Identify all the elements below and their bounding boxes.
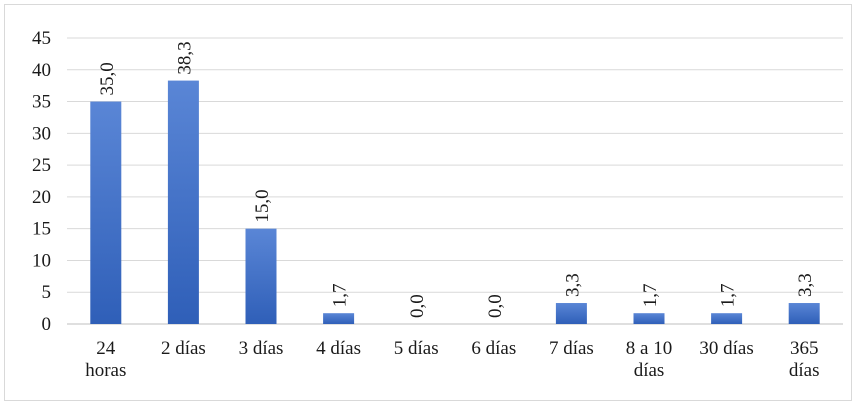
y-tick-label: 30 xyxy=(32,123,51,144)
bar xyxy=(167,80,199,325)
y-tick-label: 15 xyxy=(32,219,51,240)
data-label: 1,7 xyxy=(718,283,739,307)
y-tick-label: 40 xyxy=(32,60,51,81)
bar xyxy=(633,313,665,324)
data-label: 35,0 xyxy=(97,62,118,95)
chart-frame: 0 5 10 15 20 25 30 35 40 45 35,0 24 horas 38,3 2 días 1… xyxy=(4,4,852,401)
data-label: 0,0 xyxy=(407,294,428,318)
data-label: 1,7 xyxy=(640,283,661,307)
x-category-label: 4 días xyxy=(316,338,361,359)
y-tick-label: 10 xyxy=(32,250,51,271)
x-category-label: 6 días xyxy=(471,338,516,359)
x-category-label: 3 días xyxy=(239,338,284,359)
x-category-label: 30 días xyxy=(699,338,753,359)
x-category-label: 24 xyxy=(96,338,116,359)
data-label: 1,7 xyxy=(330,283,351,307)
bar xyxy=(90,101,122,324)
x-category-label: días xyxy=(634,360,665,381)
bar xyxy=(555,303,587,324)
bar xyxy=(788,303,820,324)
x-category-label: 7 días xyxy=(549,338,594,359)
x-category-label: 2 días xyxy=(161,338,206,359)
x-category-label: horas xyxy=(85,360,126,381)
bar xyxy=(711,313,743,324)
x-category-label: días xyxy=(789,360,820,381)
y-tick-label: 0 xyxy=(42,314,52,335)
x-category-label: 8 a 10 xyxy=(626,338,672,359)
x-category-label: 5 días xyxy=(394,338,439,359)
data-label: 38,3 xyxy=(174,41,195,74)
x-category-label: 365 xyxy=(790,338,819,359)
y-tick-label: 25 xyxy=(32,155,51,176)
bar xyxy=(245,228,277,324)
y-tick-label: 35 xyxy=(32,92,51,113)
data-label: 3,3 xyxy=(795,273,816,297)
bar-layer xyxy=(90,80,820,325)
bar xyxy=(323,313,355,324)
data-label: 3,3 xyxy=(562,273,583,297)
data-label: 15,0 xyxy=(252,189,273,222)
data-label: 0,0 xyxy=(485,294,506,318)
y-tick-label: 5 xyxy=(42,282,52,303)
y-tick-label: 20 xyxy=(32,187,51,208)
y-tick-label: 45 xyxy=(32,28,51,49)
